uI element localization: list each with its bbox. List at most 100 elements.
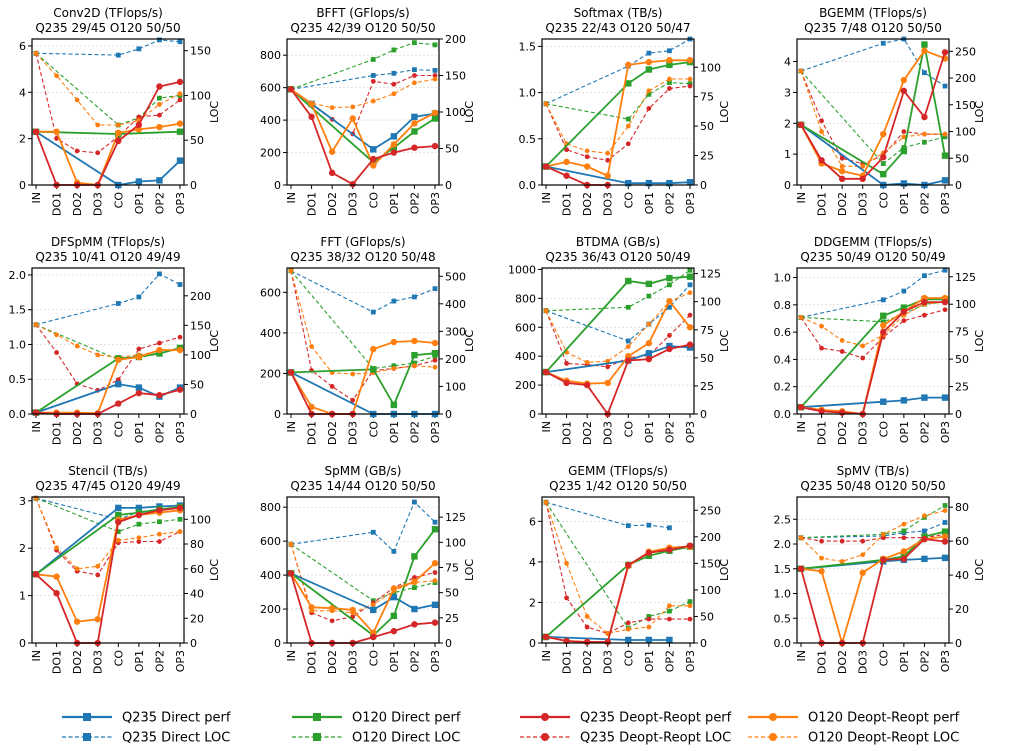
x-tick-label: DO3 [92, 650, 105, 674]
chart-panel: DDGEMM (TFlops/s)Q235 50/49 O120 50/49 0.… [774, 235, 987, 445]
data-point [370, 162, 377, 169]
right-axis-label: LOC [463, 559, 476, 581]
right-axis-label: LOC [463, 330, 476, 352]
data-point [431, 115, 439, 122]
data-point [411, 553, 418, 560]
data-point [564, 595, 569, 601]
data-point [922, 273, 927, 279]
plot-frame [796, 267, 950, 415]
right-axis-label: LOC [973, 101, 986, 123]
data-point [584, 614, 590, 619]
data-point [115, 380, 122, 388]
data-point [625, 179, 632, 187]
data-point [625, 123, 631, 129]
series-line [545, 544, 691, 643]
x-tick-label: OP3 [174, 650, 187, 672]
data-point [818, 157, 825, 164]
left-tick-label: 1.0 [774, 588, 792, 601]
data-point [900, 397, 908, 404]
x-tick-label: OP1 [133, 192, 146, 214]
right-tick-label: 100 [445, 106, 466, 119]
left-tick-label: 2.0 [774, 538, 792, 551]
x-tick-label: OP2 [918, 192, 931, 214]
data-point [645, 549, 653, 556]
chart-panel: SpMV (TB/s)Q235 50/48 O120 50/50 0.0 0.5 1.… [774, 464, 987, 674]
right-tick-label: 100 [955, 126, 976, 139]
series-line [290, 69, 436, 90]
data-point [432, 519, 438, 525]
left-tick-label: 800 [515, 292, 536, 305]
right-tick-label: 100 [955, 298, 976, 311]
x-tick-label: OP3 [684, 650, 697, 672]
data-point [412, 40, 417, 46]
data-point [412, 363, 417, 369]
data-point [115, 356, 122, 363]
data-point [819, 129, 824, 134]
data-point [390, 144, 398, 151]
series-line [545, 275, 691, 373]
x-tick-label: OP2 [153, 192, 166, 214]
left-tick-label: 4 [529, 556, 536, 569]
left-tick-label: 1.0 [9, 338, 27, 351]
series-line [35, 273, 181, 326]
data-point [156, 83, 163, 90]
data-point [177, 282, 183, 287]
left-tick-label: 0.0 [519, 179, 537, 192]
data-point [646, 616, 652, 622]
x-tick-label: CO [622, 421, 635, 438]
left-tick-label: 2 [529, 596, 536, 609]
data-point [74, 343, 80, 349]
data-point [391, 47, 397, 53]
data-point [839, 538, 845, 544]
data-point [880, 297, 886, 303]
chart-title: Softmax (TB/s) [574, 6, 663, 20]
data-point [370, 529, 376, 535]
data-point [115, 137, 122, 145]
left-tick-label: 400 [260, 569, 281, 582]
data-point [818, 568, 825, 575]
plot-frame [796, 38, 950, 186]
data-point [177, 334, 183, 340]
chart-subtitle: Q235 1/42 O120 50/50 [549, 479, 687, 493]
data-point [666, 636, 673, 644]
x-tick-label: IN [795, 192, 808, 203]
data-point [880, 398, 887, 405]
left-tick-label: 0 [19, 637, 26, 650]
data-point [605, 150, 611, 156]
left-tick-label: 0.0 [774, 408, 792, 421]
right-tick-label: 50 [700, 352, 714, 365]
data-point [431, 109, 439, 117]
data-point [391, 548, 397, 554]
data-point [432, 73, 438, 78]
data-point [135, 126, 143, 133]
series-line [35, 509, 181, 623]
x-tick-label: OP1 [133, 421, 146, 443]
data-point [288, 541, 294, 547]
data-point [288, 268, 294, 274]
data-point [646, 50, 652, 56]
x-tick-label: IN [30, 192, 43, 203]
data-point [941, 538, 949, 545]
x-tick-label: OP3 [174, 421, 187, 443]
data-point [412, 80, 417, 86]
data-point [157, 112, 162, 118]
data-point [54, 332, 59, 338]
data-point [370, 602, 376, 608]
legend-item: O120 Direct perf [292, 711, 461, 726]
data-point [584, 154, 590, 160]
series-line [35, 52, 181, 126]
data-point [860, 538, 866, 544]
left-tick-label: 0.5 [519, 133, 537, 146]
legend-marker [313, 733, 321, 741]
right-tick-label: 400 [445, 298, 466, 311]
chart-panels: Conv2D (TFlops/s)Q235 29/45 O120 50/50 0 2… [9, 6, 987, 674]
data-point [370, 98, 376, 104]
data-point [646, 614, 652, 619]
left-tick-label: 0.2 [774, 381, 792, 394]
legend-marker [83, 713, 91, 721]
right-tick-label: 0 [700, 637, 707, 650]
left-tick-label: 800 [260, 501, 281, 514]
data-point [645, 66, 653, 73]
chart-title: DFSpMM (TFlops/s) [51, 235, 165, 249]
right-tick-label: 150 [190, 319, 211, 332]
